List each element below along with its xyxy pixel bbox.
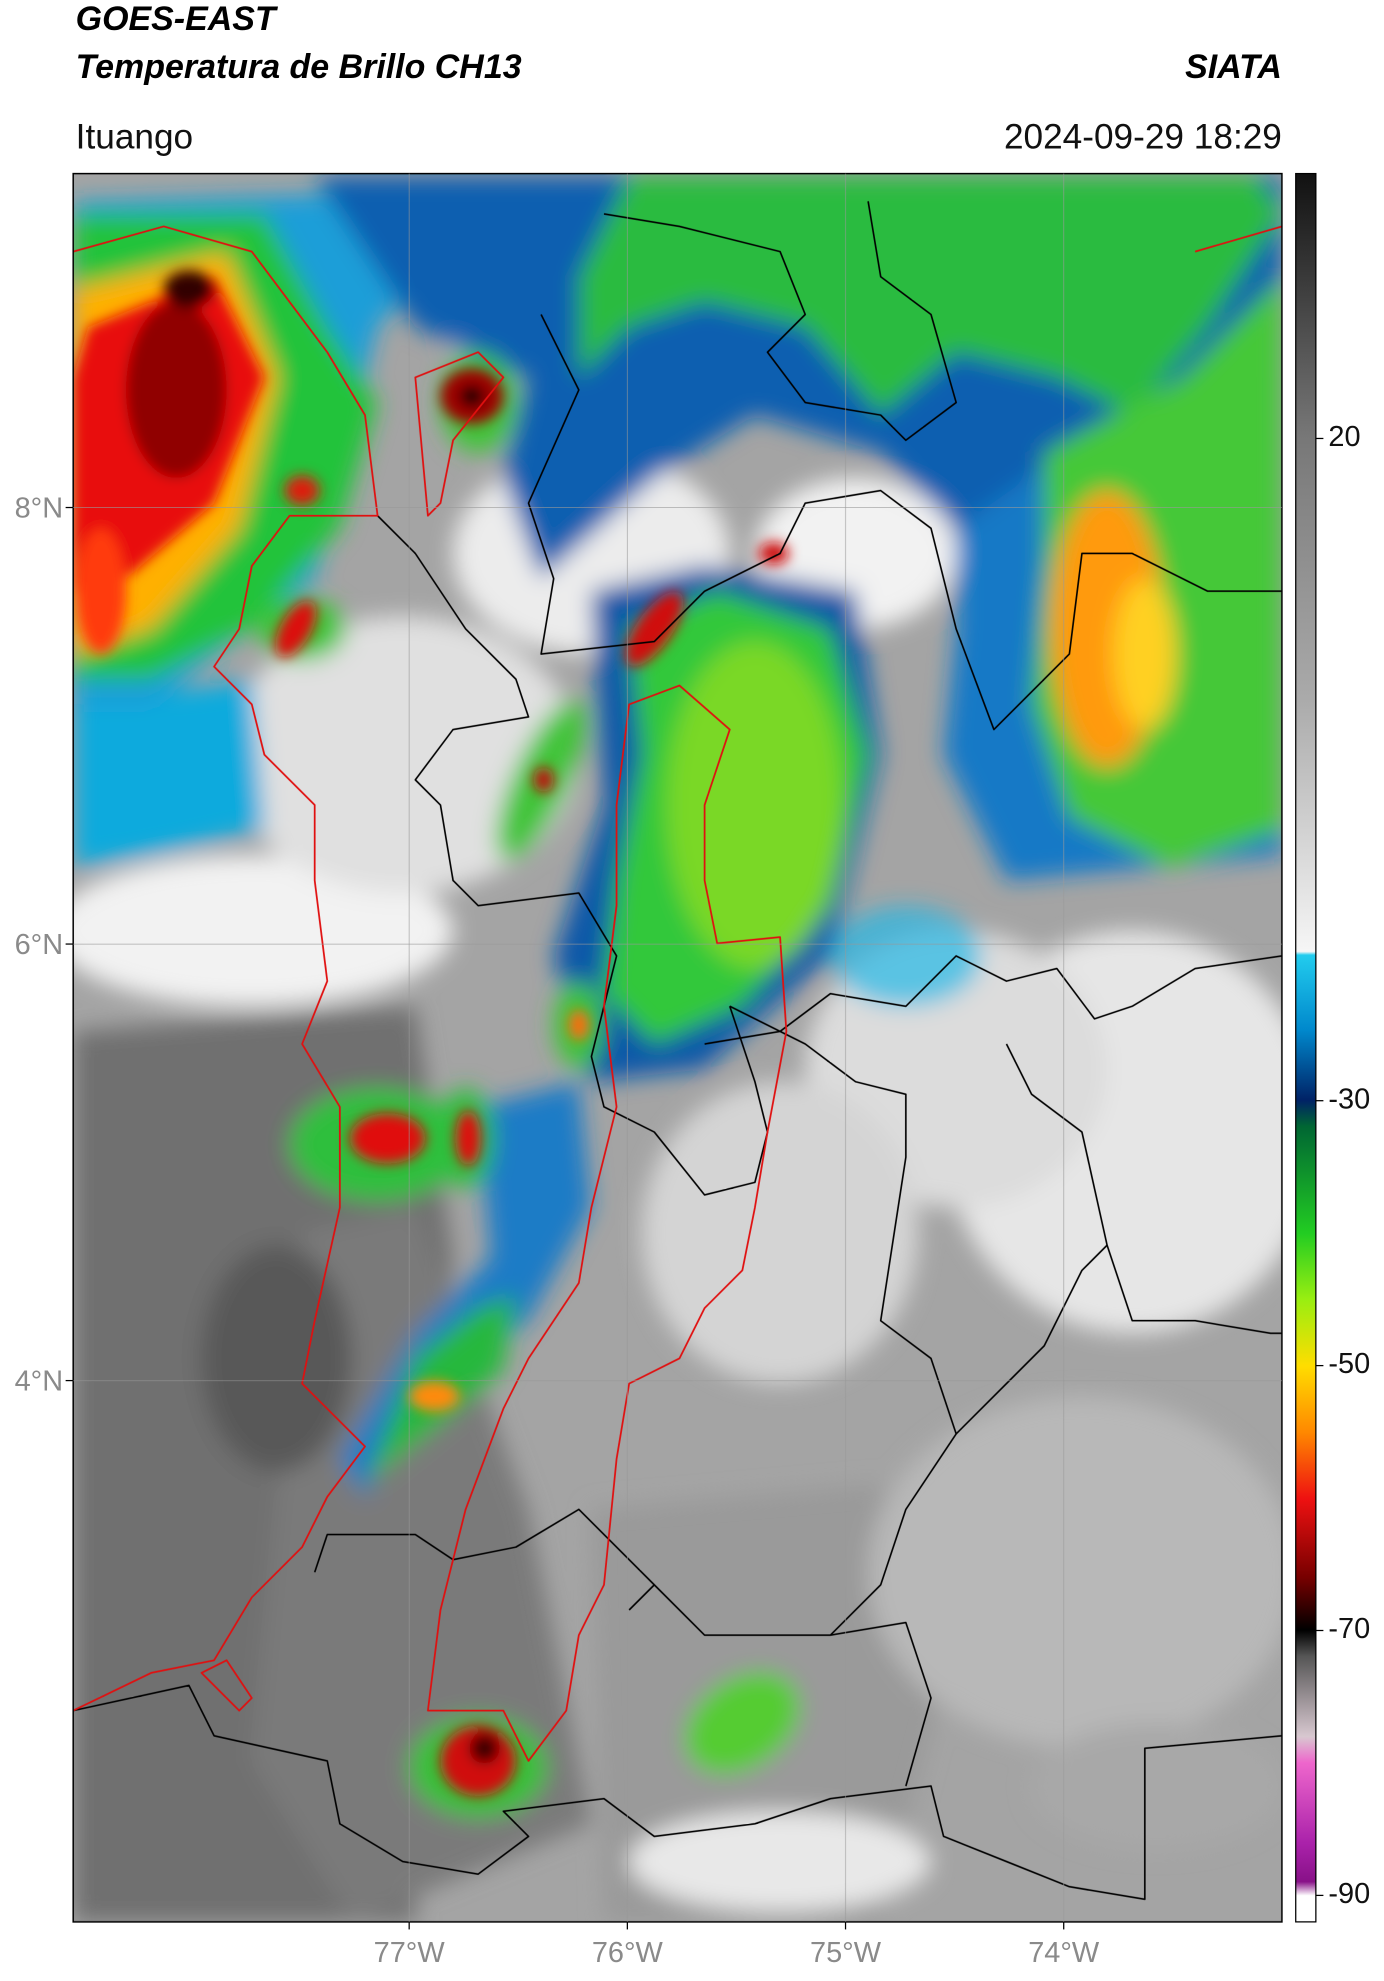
colorbar-ticks: -90 -70 -50 -30 20 — [1315, 421, 1370, 1910]
location: Ituango — [76, 117, 193, 156]
product-title: Temperatura de Brillo CH13 — [76, 48, 522, 86]
map-axes: 77°W 76°W 75°W 74°W 4°N 6°N 8°N — [15, 173, 1282, 1969]
x-tick-label: 76°W — [592, 1937, 664, 1969]
colorbar-tick-label: 20 — [1328, 421, 1360, 453]
y-tick-label: 6°N — [15, 929, 64, 961]
timestamp: 2024-09-29 18:29 — [1004, 117, 1282, 156]
map-frame — [72, 172, 1283, 1923]
y-tick-label: 8°N — [15, 493, 64, 525]
y-tick-label: 4°N — [15, 1366, 64, 1398]
x-tick-label: 77°W — [374, 1937, 446, 1969]
satellite-title: GOES-EAST — [76, 0, 279, 38]
satellite-image — [73, 173, 1282, 1922]
colorbar-tick-label: -30 — [1328, 1083, 1370, 1115]
institution: SIATA — [1185, 48, 1282, 86]
colorbar — [1295, 172, 1317, 1923]
x-tick-label: 74°W — [1028, 1937, 1100, 1969]
colorbar-tick-label: -70 — [1328, 1613, 1370, 1645]
colorbar-tick-label: -50 — [1328, 1348, 1370, 1380]
x-tick-label: 75°W — [810, 1937, 882, 1969]
colorbar-tick-label: -90 — [1328, 1878, 1370, 1910]
